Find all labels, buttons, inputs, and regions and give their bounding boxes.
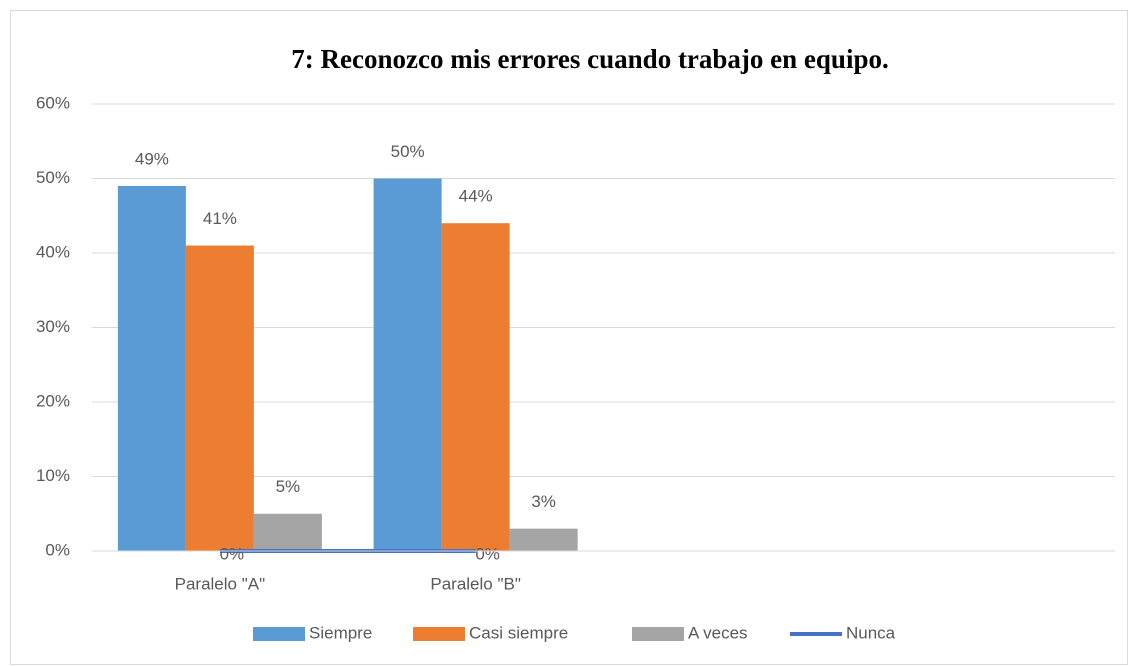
data-label: 3%	[531, 492, 556, 511]
data-label: 5%	[276, 477, 301, 496]
x-tick-label: Paralelo "B"	[430, 574, 521, 593]
legend-swatch	[253, 627, 305, 641]
bar	[441, 223, 510, 551]
y-tick-label: 60%	[36, 93, 70, 112]
legend-label: Siempre	[309, 623, 372, 642]
bar	[185, 245, 254, 552]
x-tick-label: Paralelo "A"	[175, 574, 266, 593]
data-label: 0%	[220, 544, 245, 563]
legend-label: Nunca	[846, 623, 896, 642]
chart-title: 7: Reconozco mis errores cuando trabajo …	[291, 44, 888, 74]
data-label: 0%	[475, 544, 500, 563]
y-tick-label: 40%	[36, 242, 70, 261]
bar	[117, 185, 186, 551]
y-tick-label: 20%	[36, 391, 70, 410]
bar	[253, 513, 322, 551]
legend-swatch	[413, 627, 465, 641]
y-tick-label: 50%	[36, 168, 70, 187]
y-tick-label: 30%	[36, 317, 70, 336]
data-label: 49%	[135, 149, 169, 168]
y-tick-label: 0%	[45, 540, 70, 559]
legend-label: Casi siempre	[469, 623, 568, 642]
data-label: 41%	[203, 209, 237, 228]
data-label: 44%	[459, 187, 493, 206]
bar	[373, 178, 442, 551]
y-tick-label: 10%	[36, 466, 70, 485]
legend-swatch	[632, 627, 684, 641]
bar	[509, 528, 578, 551]
data-label: 50%	[391, 142, 425, 161]
legend-label: A veces	[688, 623, 748, 642]
